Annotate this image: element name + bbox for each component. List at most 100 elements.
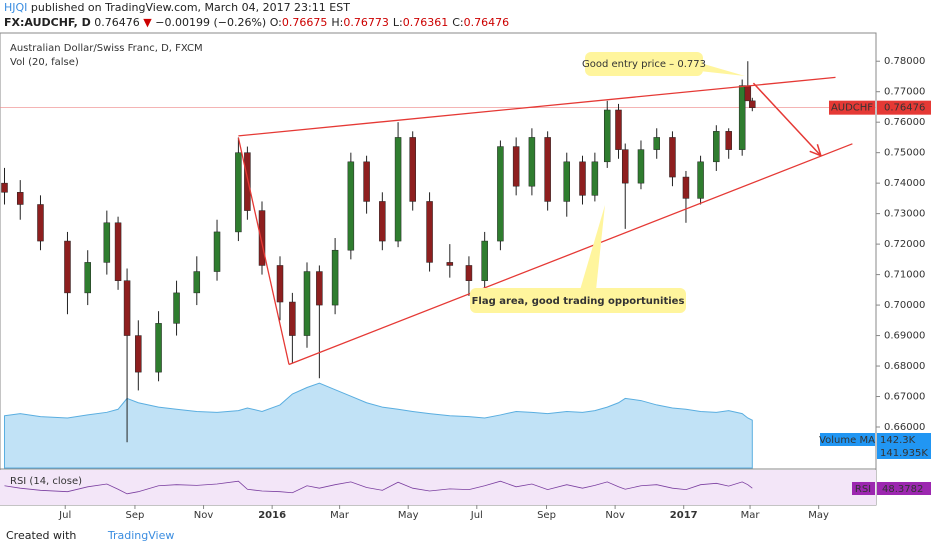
price: 0.76476 xyxy=(94,16,140,29)
candle-body xyxy=(749,100,756,108)
candle-body xyxy=(303,271,311,336)
candle-body xyxy=(591,161,599,196)
x-tick-label: Nov xyxy=(605,510,625,521)
candle-body xyxy=(653,137,660,150)
candle-body xyxy=(697,161,704,199)
y-tick-label: 0.75000 xyxy=(884,148,925,159)
candle-body xyxy=(123,280,131,336)
last-name-box xyxy=(829,100,875,115)
candle-body xyxy=(379,201,386,242)
callout xyxy=(585,52,703,76)
trendline xyxy=(238,76,836,137)
candle-body xyxy=(316,271,323,306)
candle-body xyxy=(744,85,752,102)
ohlc: O:0.76675 H:0.76773 L:0.76361 C:0.76476 xyxy=(270,16,513,29)
candle-body xyxy=(363,161,370,202)
candle-body xyxy=(193,271,201,294)
x-tick-label: May xyxy=(398,510,419,521)
arrow: ▼ xyxy=(143,16,152,29)
ohlc-value: 0.76361 xyxy=(402,16,449,29)
candle-body xyxy=(497,146,504,242)
quote-line: FX:AUDCHF, D 0.76476 ▼ −0.00199 (−0.26%)… xyxy=(4,15,513,30)
candle-body xyxy=(409,137,416,202)
rsi-label-box xyxy=(877,482,931,495)
ohlc-key: L: xyxy=(392,16,403,29)
y-tick-label: 0.69000 xyxy=(884,331,925,342)
volume-name: Volume MA xyxy=(819,435,875,446)
arrow-head xyxy=(809,150,822,157)
plot: 0.66000 0.67000 0.68000 0.69000 0.70000 0.710… xyxy=(0,52,931,521)
chart-title: Australian Dollar/Swiss Franc, D, FXCM xyxy=(10,43,203,54)
volume-label-box xyxy=(877,433,931,446)
callout xyxy=(470,288,686,313)
candle-body xyxy=(465,265,473,281)
y-tick-label: 0.67000 xyxy=(884,392,925,403)
y-tick-label: 0.78000 xyxy=(884,56,925,67)
rsi-line xyxy=(4,480,753,495)
author[interactable]: HJQI xyxy=(4,1,28,14)
callout-tail xyxy=(690,60,745,76)
header: HJQI published on TradingView.com, March… xyxy=(4,0,513,30)
footer: Created with TradingView xyxy=(6,529,174,542)
candle-body xyxy=(579,161,586,196)
volume-ma-area xyxy=(3,382,753,469)
volume-label: 141.935K xyxy=(880,448,928,459)
candle-body xyxy=(669,137,676,178)
candle-body xyxy=(114,222,122,281)
y-tick-label: 0.74000 xyxy=(884,178,925,189)
callout-text: Flag area, good trading opportunities xyxy=(472,296,685,307)
x-tick-label: 2016 xyxy=(258,510,286,521)
y-tick-label: 0.73000 xyxy=(884,209,925,220)
candle-body xyxy=(244,152,251,211)
publish-line: HJQI published on TradingView.com, March… xyxy=(4,0,513,15)
x-tick-label: Mar xyxy=(330,510,350,521)
brand[interactable]: TradingView xyxy=(107,529,175,542)
candle-body xyxy=(16,192,24,205)
rsi-short-box xyxy=(852,482,875,495)
change: −0.00199 (−0.26%) xyxy=(155,16,267,29)
symbol: FX:AUDCHF, D xyxy=(4,16,91,29)
volume-label: 142.3K xyxy=(880,435,916,446)
candle-body xyxy=(563,161,571,202)
candle-body xyxy=(155,323,162,373)
x-tick-label: Jul xyxy=(470,510,483,521)
subtitle: Vol (20, false) xyxy=(10,57,79,68)
candle-body xyxy=(528,137,536,187)
candle-body xyxy=(481,240,488,281)
y-tick-label: 0.70000 xyxy=(884,300,925,311)
chart: Australian Dollar/Swiss Franc, D, FXCM V… xyxy=(0,32,931,521)
candle-body xyxy=(682,176,690,199)
candle-body xyxy=(426,201,433,263)
y-tick-label: 0.66000 xyxy=(884,422,925,433)
volume-name-box xyxy=(820,433,875,446)
candle-body xyxy=(235,152,242,233)
y-tick-label: 0.76000 xyxy=(884,117,925,128)
ohlc-key: O: xyxy=(269,16,282,29)
x-tick-label: Jul xyxy=(58,510,71,521)
candle-body xyxy=(725,131,732,150)
candle-body xyxy=(347,161,355,251)
last-name: AUDCHF xyxy=(831,103,873,114)
ohlc-key: H: xyxy=(331,16,344,29)
rsi-band xyxy=(0,470,876,505)
y-tick-label: 0.77000 xyxy=(884,87,925,98)
rsi-short: RSI xyxy=(855,484,871,495)
arrow-head xyxy=(816,144,822,156)
candle-body xyxy=(713,131,720,163)
candle-body xyxy=(637,149,645,184)
candle-body xyxy=(37,204,44,242)
x-tick-label: Sep xyxy=(537,510,556,521)
candle-body xyxy=(331,249,339,306)
ohlc-value: 0.76675 xyxy=(281,16,328,29)
trendline xyxy=(288,143,853,366)
candle-body xyxy=(738,85,746,150)
x-tick-label: 2017 xyxy=(670,510,698,521)
ohlc-key: C: xyxy=(452,16,464,29)
x-tick-label: Mar xyxy=(741,510,761,521)
y-tick-label: 0.72000 xyxy=(884,239,925,250)
arrow xyxy=(752,82,822,157)
candle-body xyxy=(213,231,221,272)
last-price: 0.76476 xyxy=(884,103,925,114)
candle-body xyxy=(258,210,266,266)
